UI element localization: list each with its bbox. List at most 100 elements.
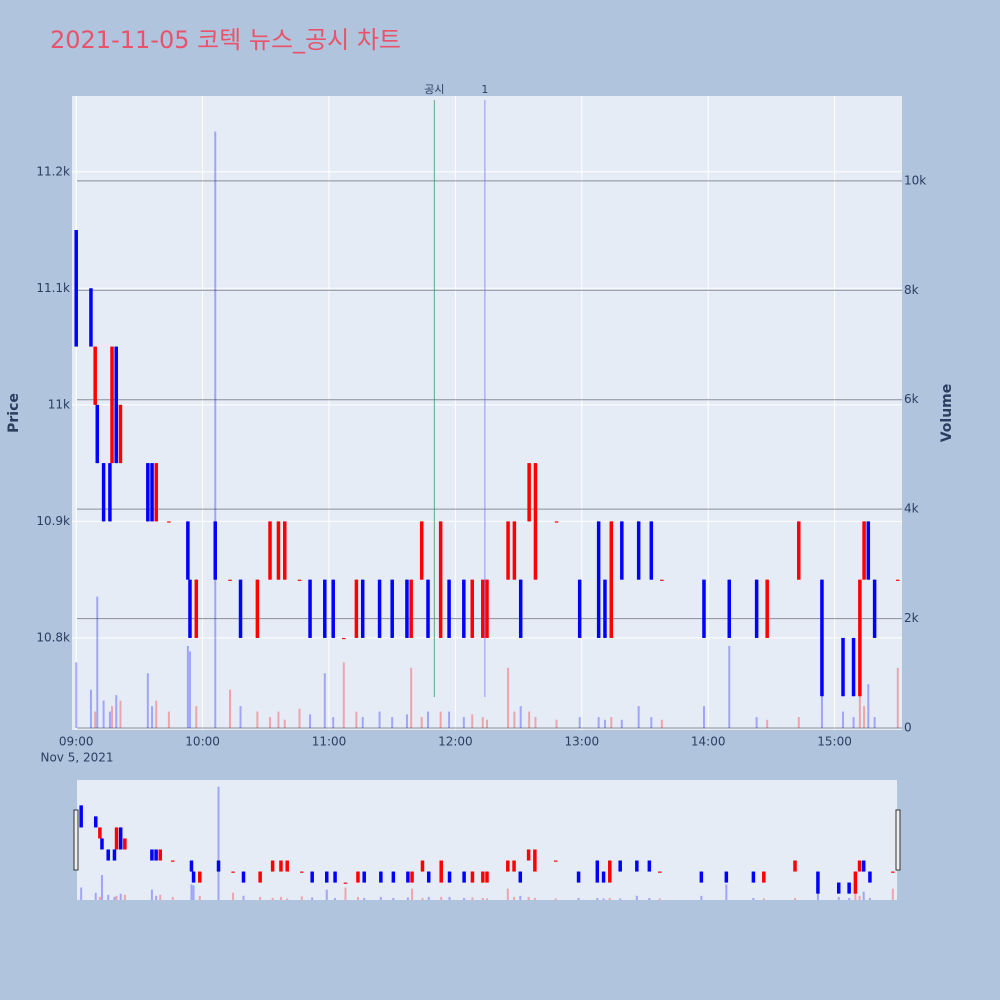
volume-bar bbox=[378, 711, 381, 728]
slider-volume-bar bbox=[862, 891, 865, 900]
volume-bar bbox=[355, 711, 358, 728]
volume-bar bbox=[146, 673, 149, 728]
volume-bar bbox=[448, 711, 451, 728]
slider-candle-body bbox=[635, 860, 639, 872]
candle-body bbox=[150, 463, 154, 522]
volume-bar bbox=[462, 717, 465, 728]
volume-bar bbox=[342, 662, 345, 728]
volume-bar bbox=[863, 706, 866, 728]
slider-volume-bar bbox=[406, 897, 409, 900]
candle-body bbox=[331, 579, 335, 638]
y2-tick-label: 10k bbox=[904, 173, 926, 187]
slider-candle-body bbox=[816, 871, 820, 894]
slider-candle-body bbox=[379, 871, 383, 883]
candle-body bbox=[765, 579, 769, 638]
y2-tick-label: 2k bbox=[904, 611, 919, 625]
slider-candle-body bbox=[324, 871, 329, 883]
volume-bar bbox=[842, 711, 845, 728]
volume-bar bbox=[519, 706, 522, 728]
slider-candle-body bbox=[647, 860, 652, 872]
x-tick-label: 09:00 bbox=[59, 735, 94, 749]
volume-bar bbox=[151, 706, 154, 728]
candle-body bbox=[577, 579, 582, 638]
slider-candle-body bbox=[406, 871, 410, 883]
y-tick-label: 11.2k bbox=[36, 164, 70, 178]
volume-bar bbox=[852, 717, 855, 728]
slider-volume-bar bbox=[854, 889, 857, 900]
candle-body bbox=[858, 579, 862, 697]
volume-bar bbox=[269, 717, 272, 728]
volume-bar bbox=[486, 719, 488, 728]
slider-candle-body bbox=[608, 860, 612, 883]
slider-volume-bar bbox=[155, 895, 158, 900]
slider-volume-bar bbox=[279, 896, 282, 900]
candle-body bbox=[360, 579, 365, 638]
candle-body bbox=[377, 579, 382, 638]
slider-volume-bar bbox=[379, 896, 382, 900]
slider-candle-body bbox=[595, 860, 600, 883]
slider-volume-bar bbox=[334, 897, 337, 900]
slider-candle-body bbox=[391, 871, 396, 883]
slider-candle-body bbox=[231, 871, 235, 873]
slider-volume-bar bbox=[286, 898, 289, 900]
slider-volume-bar bbox=[619, 898, 622, 900]
candle-body bbox=[188, 579, 192, 638]
candle-body bbox=[866, 521, 871, 580]
candle-body bbox=[649, 521, 654, 580]
slider-volume-bar bbox=[325, 889, 328, 900]
slider-volume-bar bbox=[107, 894, 110, 900]
volume-bar bbox=[188, 651, 191, 728]
volume-bar bbox=[102, 700, 105, 728]
volume-bar bbox=[195, 706, 198, 728]
volume-bar bbox=[858, 673, 861, 728]
slider-volume-bar bbox=[159, 894, 162, 900]
slider-volume-bar bbox=[119, 893, 122, 900]
volume-bar bbox=[873, 717, 876, 728]
slider-volume-bar bbox=[448, 896, 451, 900]
candle-body bbox=[872, 579, 877, 638]
volume-bar bbox=[820, 684, 823, 728]
candle-body bbox=[438, 521, 443, 638]
slider-candle-body bbox=[512, 860, 516, 872]
slider-candle-body bbox=[485, 871, 489, 883]
candle-body bbox=[255, 579, 260, 638]
volume-bar bbox=[439, 711, 442, 728]
volume-bar bbox=[214, 131, 217, 729]
candle-body bbox=[603, 579, 607, 638]
slider-candle-body bbox=[724, 871, 729, 883]
volume-bar bbox=[89, 689, 92, 728]
slider-candle-body bbox=[506, 860, 510, 872]
volume-bar bbox=[108, 711, 111, 728]
slider-candle-body bbox=[526, 849, 531, 861]
candle-body bbox=[447, 579, 451, 638]
slider-candle-body bbox=[241, 871, 246, 883]
slider-candle-body bbox=[751, 871, 756, 883]
slider-volume-bar bbox=[190, 884, 193, 900]
volume-bar bbox=[391, 717, 394, 728]
candle-body bbox=[754, 579, 759, 638]
volume-bar bbox=[610, 717, 613, 728]
volume-bar bbox=[155, 700, 158, 728]
slider-candle-body bbox=[420, 860, 425, 872]
annotation-label: 1 bbox=[481, 83, 488, 96]
candle-body bbox=[470, 579, 475, 638]
slider-volume-bar bbox=[868, 897, 871, 900]
volume-bar bbox=[228, 689, 231, 728]
slider-volume-bar bbox=[150, 889, 153, 900]
volume-bar bbox=[555, 719, 558, 728]
slider-candle-body bbox=[426, 871, 431, 883]
candle-body bbox=[108, 463, 112, 522]
candle-body bbox=[660, 579, 664, 581]
candle-body bbox=[308, 579, 312, 638]
y2-tick-label: 4k bbox=[904, 502, 919, 516]
candle-body bbox=[276, 521, 281, 580]
slider-candle-body bbox=[158, 849, 162, 861]
slider-volume-bar bbox=[113, 896, 116, 900]
slider-candle-body bbox=[481, 871, 485, 883]
candle-body bbox=[506, 521, 510, 580]
slider-volume-bar bbox=[440, 896, 443, 900]
slider-volume-bar bbox=[837, 896, 840, 900]
volume-bar bbox=[94, 711, 97, 728]
slider-volume-bar bbox=[344, 887, 347, 900]
volume-bar bbox=[528, 711, 531, 728]
